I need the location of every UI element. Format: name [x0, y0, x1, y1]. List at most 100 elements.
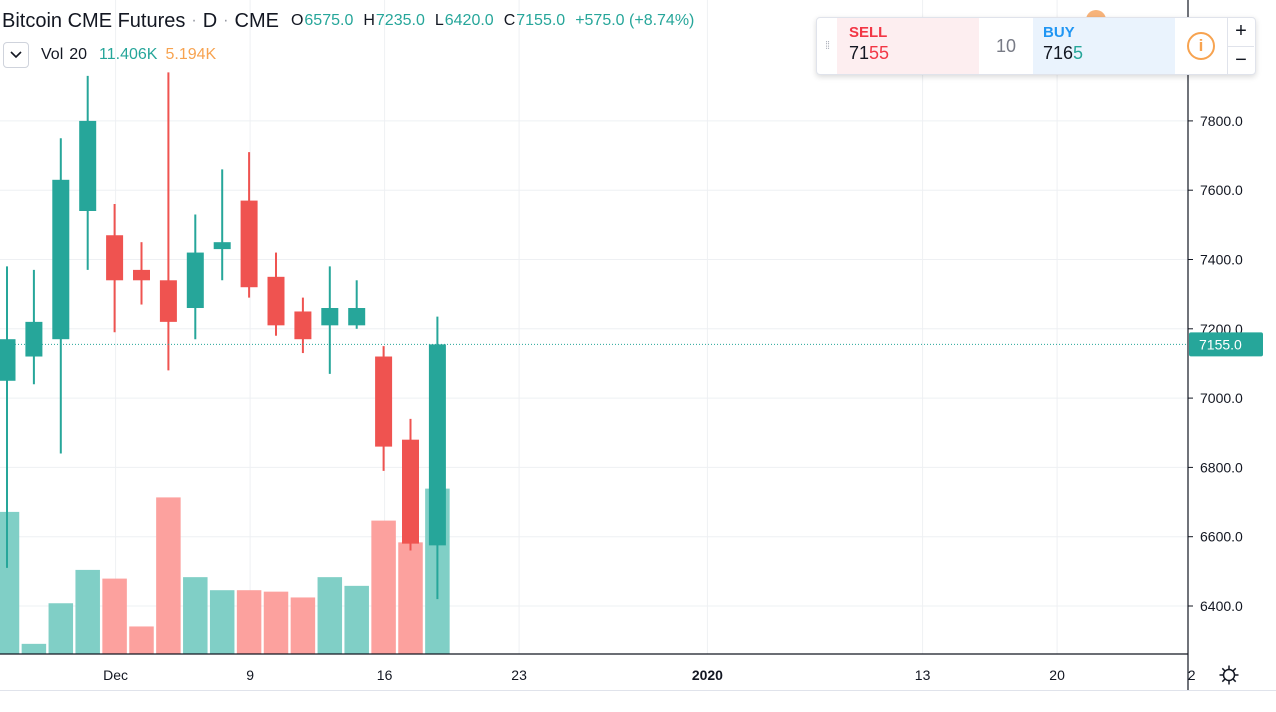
ohlc-open-value: 6575.0 [304, 12, 354, 29]
ohlc-low-value: 6420.0 [444, 12, 494, 29]
volume-bar [48, 603, 74, 654]
symbol-name[interactable]: Bitcoin CME Futures [2, 9, 186, 32]
price-tick-label: 7400.0 [1200, 252, 1243, 268]
candle-body [133, 269, 150, 281]
candle-body [375, 356, 393, 447]
candle-body [267, 276, 285, 326]
ohlc-open: O6575.0 [291, 12, 363, 30]
candle-body [321, 308, 339, 326]
collapse-legend-button[interactable] [3, 42, 29, 68]
candle [375, 346, 393, 471]
buy-price-prefix: 716 [1043, 43, 1074, 63]
time-tick-label: 20 [1049, 667, 1065, 683]
ohlc-close-label: C [503, 12, 516, 29]
decrease-button[interactable]: − [1235, 48, 1247, 71]
volume-bar [344, 585, 369, 654]
volume-bar [398, 542, 423, 654]
candle [402, 418, 419, 551]
last-price-tag [1189, 332, 1263, 357]
buy-price-highlight: 5 [1073, 43, 1084, 63]
volume-bars [0, 488, 450, 654]
candle-body [79, 120, 97, 211]
candle-body [52, 179, 70, 340]
candle [240, 152, 258, 298]
volume-ma-value: 5.194K [165, 46, 217, 63]
chart-settings-button[interactable] [1216, 662, 1242, 688]
candle-body [348, 308, 366, 326]
volume-length: 20 [69, 46, 88, 63]
time-tick-label: 9 [246, 667, 254, 683]
time-tick-label: 2 [1188, 667, 1196, 683]
exchange-label: CME [234, 9, 279, 32]
price-change: +575.0 (+8.74%) [575, 12, 695, 29]
price-tick-label: 6400.0 [1200, 598, 1243, 614]
ohlc-low-label: L [434, 12, 444, 29]
candle [267, 252, 285, 336]
sell-price-prefix: 71 [849, 43, 870, 63]
legend-separator: · [191, 12, 197, 29]
candle-body [159, 280, 177, 322]
time-tick-label: 13 [915, 667, 931, 683]
candle [133, 242, 150, 305]
candle-body [25, 321, 43, 357]
info-button[interactable]: i [1175, 18, 1227, 74]
candle [25, 269, 43, 385]
ohlc-high: H7235.0 [363, 12, 435, 30]
buy-price: 7165 [1043, 43, 1175, 64]
volume-bar [317, 577, 343, 654]
trading-widget: ⁞⁞ SELL 7155 10 BUY 7165 i + − [816, 17, 1256, 75]
time-axis-background [0, 654, 1188, 690]
volume-bar [263, 591, 289, 654]
candlestick-series [0, 72, 446, 600]
price-tick-label: 6600.0 [1200, 529, 1243, 545]
volume-bar [290, 597, 316, 654]
candle [321, 266, 339, 374]
volume-bar [236, 590, 262, 654]
candle [79, 75, 97, 270]
price-tick-label: 7000.0 [1200, 390, 1243, 406]
buy-label: BUY [1043, 24, 1075, 41]
legend-separator: · [223, 12, 229, 29]
chevron-down-icon [10, 51, 22, 59]
sell-label: SELL [849, 24, 888, 41]
quantity-field[interactable]: 10 [995, 35, 1017, 56]
bottom-toolbar [0, 690, 1276, 712]
candle-body [402, 439, 419, 544]
volume-bar [129, 626, 154, 654]
buy-button[interactable]: BUY 7165 [1033, 18, 1175, 74]
candle [52, 138, 70, 454]
price-tick-label: 7800.0 [1200, 113, 1243, 129]
sell-button[interactable]: SELL 7155 [837, 18, 979, 74]
ohlc-open-label: O [290, 12, 304, 29]
axes[interactable]: 6400.06600.06800.07000.07200.07400.07600… [0, 0, 1276, 690]
sell-price: 7155 [849, 43, 979, 64]
volume-bar [371, 520, 396, 654]
volume-bar [209, 590, 235, 654]
interval-label[interactable]: D [202, 9, 218, 32]
volume-label[interactable]: Vol [41, 46, 64, 63]
price-tick-label: 7600.0 [1200, 182, 1243, 198]
volume-value: 11.406K [99, 46, 158, 63]
last-price-tag-label: 7155.0 [1199, 336, 1242, 352]
quantity-stepper: + − [1227, 18, 1254, 74]
candle-body [428, 344, 446, 546]
chart-legend-title: Bitcoin CME Futures · D · CME O6575.0 H7… [0, 8, 694, 34]
price-tick-label: 6800.0 [1200, 459, 1243, 475]
candle [106, 204, 124, 333]
volume-bar [0, 511, 20, 654]
ohlc-close-value: 7155.0 [516, 12, 566, 29]
volume-legend: Vol 20 11.406K 5.194K [0, 41, 216, 69]
time-tick-label: 23 [511, 667, 527, 683]
time-tick-label: 16 [377, 667, 393, 683]
candle-body [294, 311, 312, 340]
ohlc-high-value: 7235.0 [375, 12, 425, 29]
volume-bar [156, 497, 181, 654]
candle-body [240, 200, 258, 288]
candle [159, 72, 177, 371]
ohlc-close: C7155.0 [504, 12, 576, 30]
increase-button[interactable]: + [1228, 18, 1254, 47]
time-tick-label: 2020 [692, 667, 723, 683]
volume-bar [102, 578, 127, 654]
drag-handle-icon[interactable]: ⁞⁞ [824, 39, 830, 52]
